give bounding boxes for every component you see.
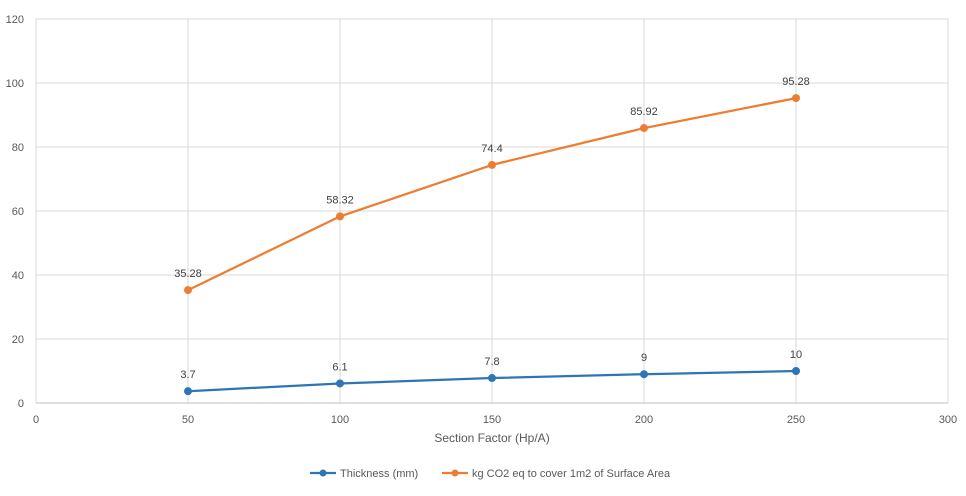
data-label: 58.32 (326, 194, 354, 206)
data-point (184, 286, 192, 295)
data-point (336, 379, 344, 388)
y-tick-label: 80 (12, 142, 24, 154)
data-label: 10 (790, 349, 802, 361)
data-point (640, 124, 648, 133)
data-label: 85.92 (630, 106, 658, 118)
axis-layer: 0 20 40 60 80 100 120 0 50 100 150 200 250 300 (6, 14, 958, 426)
data-point (640, 370, 648, 379)
series-layer (184, 94, 800, 396)
legend-marker-1 (319, 469, 327, 477)
y-tick-label: 40 (12, 270, 24, 282)
data-point (488, 160, 496, 169)
data-point (792, 367, 800, 375)
data-label: 3.7 (180, 369, 195, 381)
data-point (792, 94, 800, 103)
x-tick-label: 50 (182, 414, 194, 426)
legend-label-2: kg CO2 eq to cover 1m2 of Surface Area (472, 468, 671, 480)
x-axis-title: Section Factor (Hp/A) (434, 431, 549, 445)
grid-layer (35, 18, 949, 403)
legend: Thickness (mm) kg CO2 eq to cover 1m2 of … (310, 468, 671, 480)
x-tick-label: 100 (331, 414, 349, 426)
data-label: 95.28 (782, 76, 810, 88)
data-label: 74.4 (481, 143, 502, 155)
legend-marker-2 (451, 469, 459, 477)
y-tick-label: 60 (12, 206, 24, 218)
data-label: 9 (641, 352, 647, 364)
data-label: 35.28 (174, 268, 202, 280)
y-tick-label: 20 (12, 334, 24, 346)
x-tick-label: 300 (939, 414, 957, 426)
x-tick-label: 150 (483, 414, 501, 426)
legend-label-1: Thickness (mm) (340, 468, 418, 480)
y-tick-label: 0 (18, 398, 24, 410)
data-point (488, 374, 496, 383)
x-tick-label: 0 (33, 414, 39, 426)
x-tick-label: 250 (787, 414, 805, 426)
y-tick-label: 120 (6, 14, 24, 26)
data-label-layer: 3.7 6.1 7.8 9 10 35.28 58.32 74.4 85.92 95.28 (174, 76, 810, 381)
data-point (336, 212, 344, 221)
data-point (184, 387, 192, 396)
x-tick-label: 200 (635, 414, 653, 426)
data-label: 6.1 (332, 361, 347, 373)
data-label: 7.8 (484, 356, 499, 368)
y-tick-label: 100 (6, 78, 24, 90)
